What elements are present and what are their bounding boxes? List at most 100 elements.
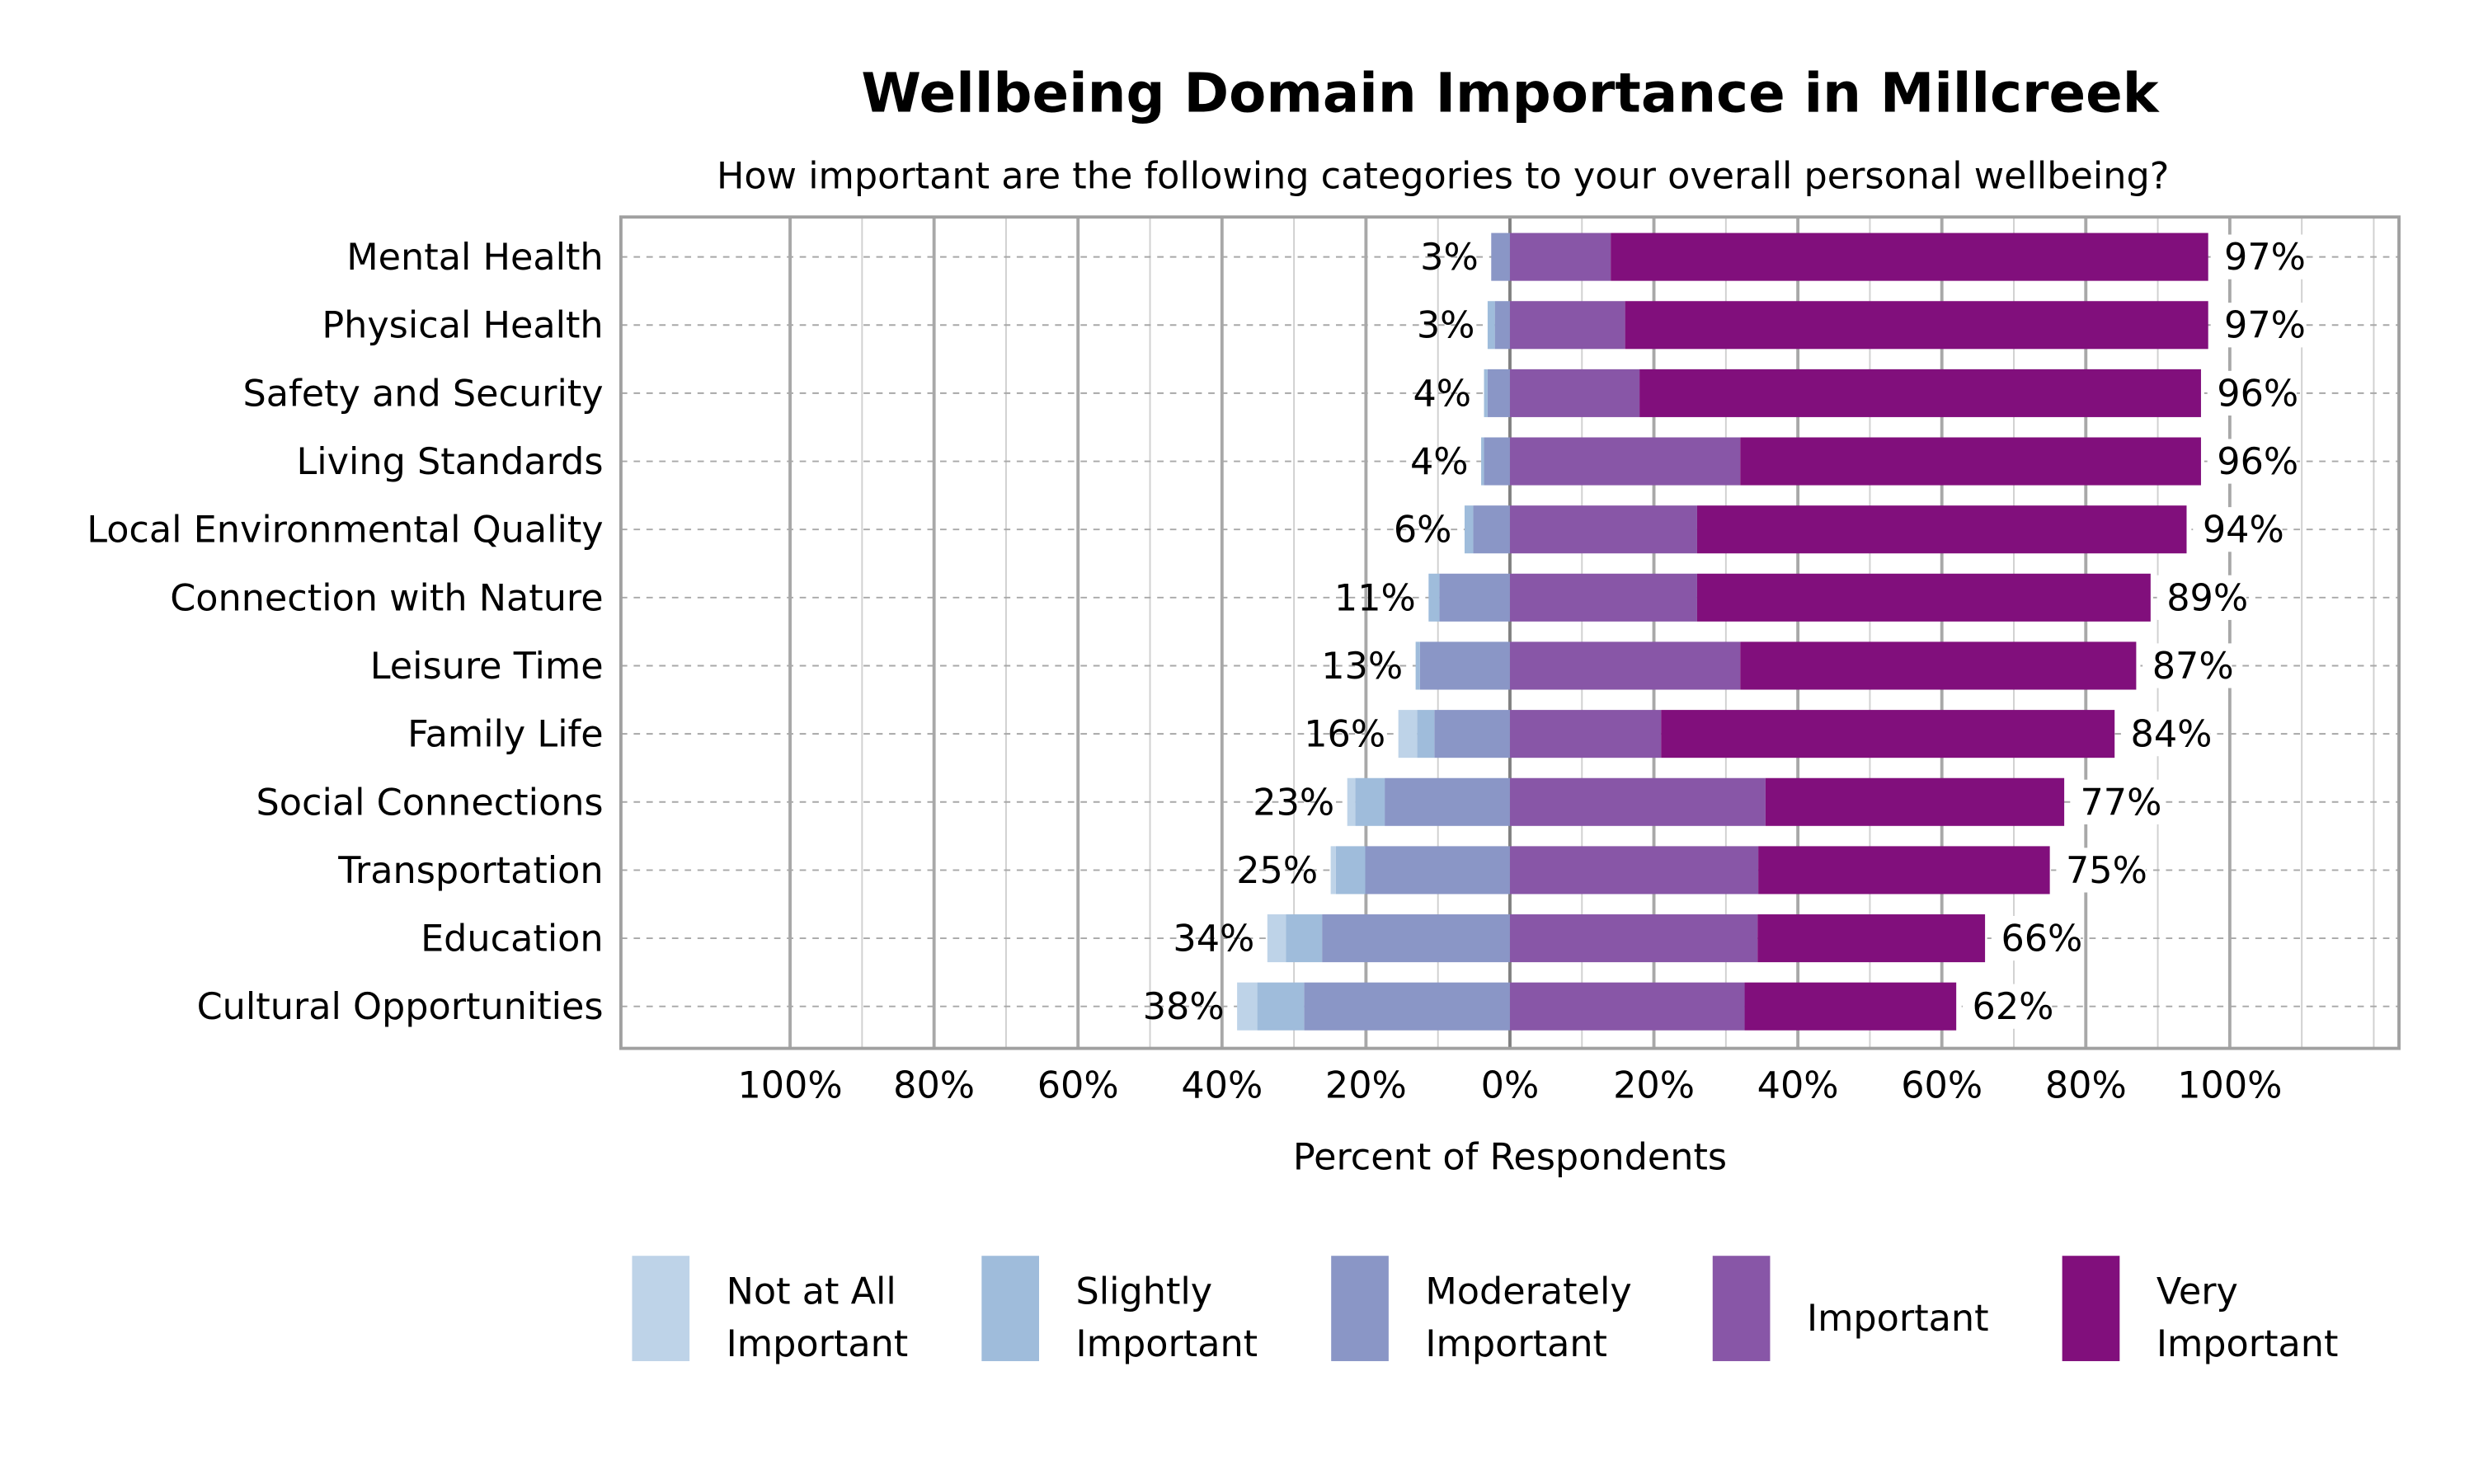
category-label: Cultural Opportunities [197,986,604,1028]
bar-very-important [1661,710,2115,758]
x-tick-label: 0% [1481,1065,1540,1107]
bar-very-important [1744,982,1957,1031]
right-total-label: 94% [2203,510,2284,552]
left-total-label: 16% [1304,714,1385,756]
bar-slightly-important [1335,846,1366,895]
bar-slightly-important [1417,710,1435,758]
bar-moderately-important [1494,301,1510,350]
left-total-label: 4% [1413,373,1471,415]
label-background [2207,439,2298,484]
bar-not-at-all-important [1330,846,1336,895]
right-total-label: 97% [2224,305,2306,347]
category-label: Safety and Security [243,373,604,415]
label-background [2207,370,2298,416]
bar-slightly-important [1257,982,1305,1031]
bar-important [1509,982,1745,1031]
left-total-label: 25% [1236,850,1318,892]
category-label: Leisure Time [370,646,604,688]
x-tick-label: 60% [1901,1065,1982,1107]
bar-very-important [1625,301,2208,350]
category-label: Mental Health [346,237,603,279]
x-ticks: 100% 80% 60% 40% 20% 0% 20% 40% 60% 80% 100% [737,1065,2282,1107]
category-label: Social Connections [256,782,604,824]
left-total-label: 6% [1394,510,1452,552]
left-total-label: 3% [1420,237,1479,279]
legend-label: Important [1076,1323,1258,1365]
bar-moderately-important [1487,369,1510,417]
legend: Not at All Important Slightly Important Mode… [632,1256,2338,1365]
bar-slightly-important [1415,641,1420,690]
bar-not-at-all-important [1237,982,1258,1031]
x-tick-label: 40% [1181,1065,1263,1107]
label-background [2070,779,2161,824]
x-tick-label: 80% [2045,1065,2127,1107]
x-tick-label: 80% [893,1065,975,1107]
right-total-label: 84% [2131,714,2213,756]
bar-moderately-important [1439,573,1510,622]
x-tick-label: 20% [1325,1065,1407,1107]
bar-very-important [1696,505,2187,554]
bar-important [1509,641,1741,690]
legend-swatch [632,1256,690,1361]
bar-important [1509,505,1697,554]
legend-swatch [1712,1256,1771,1361]
bar-important [1509,710,1662,758]
legend-swatch [1331,1256,1389,1361]
chart-title: Wellbeing Domain Importance in Millcreek [861,61,2160,124]
x-axis-label: Percent of Respondents [1293,1137,1727,1179]
legend-label: Very [2157,1270,2238,1313]
bar-important [1509,369,1640,417]
bar-slightly-important [1487,301,1495,350]
bar-very-important [1639,369,2201,417]
bar-moderately-important [1434,710,1510,758]
chart-subtitle: How important are the following categori… [717,155,2169,197]
plot-frame [618,215,2401,1050]
bar-not-at-all-important [1398,710,1418,758]
right-total-label: 62% [1973,986,2054,1028]
category-label: Education [421,918,604,960]
bar-moderately-important [1385,777,1510,826]
bar-not-at-all-important [1267,914,1286,963]
bar-moderately-important [1322,914,1510,963]
bar-important [1509,777,1766,826]
left-total-label: 34% [1173,918,1254,960]
x-tick-label: 100% [737,1065,842,1107]
bar-important [1509,437,1741,486]
bar-very-important [1758,846,2050,895]
legend-label: Important [727,1323,909,1365]
label-background [2142,643,2232,688]
bar-moderately-important [1304,982,1510,1031]
bar-moderately-important [1491,232,1510,281]
bar-important [1509,301,1625,350]
label-background [1962,984,2053,1029]
labels: Mental Health 3% 97% Physical Health 3% 97% Sa… [87,234,2306,1029]
bar-very-important [1757,914,1986,963]
label-background [2157,575,2246,620]
right-total-label: 66% [2001,918,2082,960]
legend-swatch [981,1256,1039,1361]
category-label: Family Life [407,714,604,756]
left-total-label: 4% [1410,441,1469,483]
right-total-label: 87% [2152,646,2234,688]
category-label: Transportation [337,850,603,892]
right-total-label: 77% [2080,782,2161,824]
label-background [2214,234,2304,279]
legend-swatch [2062,1256,2120,1361]
legend-label: Important [1807,1298,1989,1340]
label-background [2120,711,2211,757]
category-label: Living Standards [297,441,604,483]
right-total-label: 89% [2166,577,2248,619]
legend-label: Slightly [1076,1270,1213,1313]
bar-moderately-important [1365,846,1510,895]
bar-very-important [1765,777,2065,826]
bar-slightly-important [1464,505,1474,554]
legend-label: Important [2157,1323,2339,1365]
bar-very-important [1696,573,2151,622]
bar-important [1509,914,1758,963]
x-tick-label: 100% [2177,1065,2282,1107]
bar-slightly-important [1286,914,1323,963]
category-label: Connection with Nature [170,577,603,619]
right-total-label: 97% [2224,237,2306,279]
bar-moderately-important [1473,505,1510,554]
